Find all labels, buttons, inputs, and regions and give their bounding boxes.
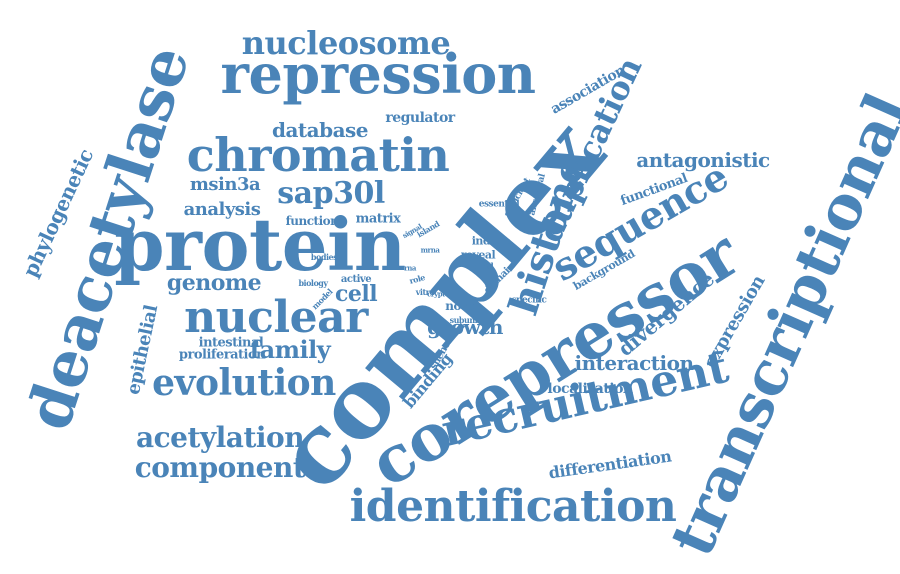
word-subunit: subunit xyxy=(449,315,481,325)
word-essential: essential xyxy=(478,199,520,210)
word-function: function xyxy=(285,214,339,228)
word-regulator: regulator xyxy=(385,110,455,126)
word-novel: novel xyxy=(445,299,479,313)
word-reveal: reveal xyxy=(460,248,496,262)
word-intestinal: intestinal xyxy=(198,335,264,351)
word-chromatin: chromatin xyxy=(186,128,450,182)
word-repression: repression xyxy=(220,42,536,106)
word-evolution: evolution xyxy=(152,362,336,404)
word-bodies: bodies xyxy=(310,252,338,262)
word-biology: biology xyxy=(298,278,328,288)
word-vitro: vitro xyxy=(415,287,435,297)
word-sap30l: sap30l xyxy=(277,176,385,211)
word-mrna: mrna xyxy=(420,245,440,255)
word-differentiation: differentiation xyxy=(547,446,673,483)
word-identification: identification xyxy=(349,481,677,532)
word-component: component xyxy=(134,451,306,484)
word-specific: specific xyxy=(511,295,547,306)
word-growth: growth xyxy=(427,315,503,339)
word-interaction: interaction xyxy=(574,351,695,375)
word-proliferation: proliferation xyxy=(178,347,266,363)
word-nuclear: nuclear xyxy=(184,292,368,343)
word-matrix: matrix xyxy=(355,211,401,227)
word-active: active xyxy=(340,274,372,285)
word-genome: genome xyxy=(166,270,262,296)
word-database: database xyxy=(271,118,369,142)
word-msin3a: msin3a xyxy=(189,174,261,195)
word-protein: protein xyxy=(114,202,406,287)
word-family: family xyxy=(249,335,331,364)
word-acetylation: acetylation xyxy=(135,421,305,454)
word-cell: cell xyxy=(334,281,378,307)
word-rna: rna xyxy=(404,263,416,273)
word-induce: induce xyxy=(471,234,511,248)
word-antagonistic: antagonistic xyxy=(636,148,770,172)
word-crypt: crypt xyxy=(427,289,445,299)
word-bind: bind xyxy=(472,262,494,273)
word-nucleosome: nucleosome xyxy=(241,24,451,62)
word-localization: localization xyxy=(547,381,633,397)
word-analysis: analysis xyxy=(183,199,261,220)
